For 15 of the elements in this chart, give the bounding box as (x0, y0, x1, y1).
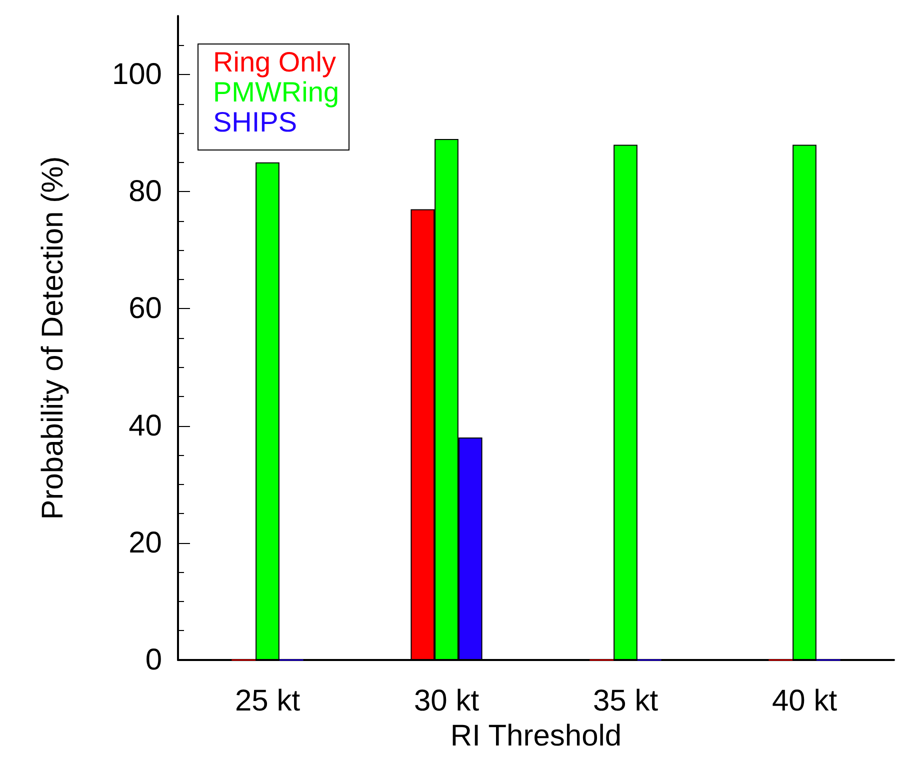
y-tick-label: 100 (112, 58, 162, 92)
y-tick-label: 20 (128, 526, 162, 560)
x-tick-label: 30 kt (414, 684, 480, 718)
x-tick-label: 35 kt (592, 684, 659, 718)
x-tick-label: 25 kt (234, 684, 301, 718)
y-tick-label: 0 (145, 644, 162, 676)
text: PMWRing (213, 76, 340, 108)
y-tick-label: 40 (128, 409, 162, 442)
text: SHIPS (213, 106, 298, 138)
y-tick-label: 60 (128, 292, 162, 326)
y-tick-label: 80 (128, 175, 162, 208)
text: Ring Only (213, 46, 336, 78)
x-tick-label: 40 kt (772, 684, 838, 718)
y-axis-title: Probability of Detection (%) (36, 156, 70, 520)
x-axis-title: RI Threshold (450, 719, 622, 752)
